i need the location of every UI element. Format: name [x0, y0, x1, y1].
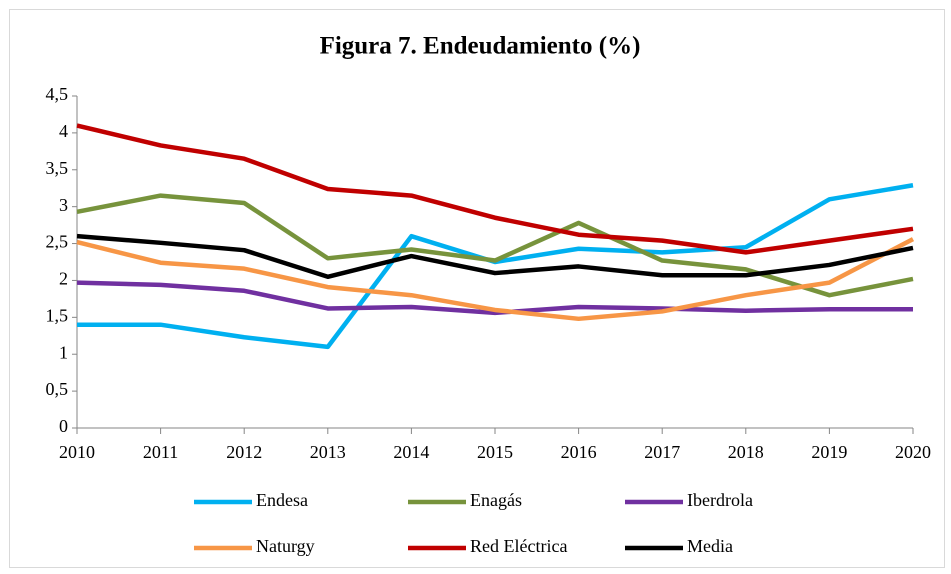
x-tick-label: 2010	[59, 442, 95, 462]
chart-title: Figura 7. Endeudamiento (%)	[320, 33, 641, 60]
legend-label: Iberdrola	[687, 490, 753, 510]
y-tick-label: 0,5	[46, 379, 69, 399]
x-tick-label: 2018	[728, 442, 764, 462]
x-tick-label: 2017	[644, 442, 680, 462]
y-tick-label: 2	[59, 269, 68, 289]
legend-label: Endesa	[256, 490, 308, 510]
x-tick-label: 2013	[310, 442, 346, 462]
x-tick-label: 2019	[811, 442, 847, 462]
x-tick-label: 2016	[561, 442, 597, 462]
series-line	[76, 237, 915, 322]
x-tick-label: 2011	[143, 442, 178, 462]
x-tick-label: 2014	[393, 442, 429, 462]
legend-label: Red Eléctrica	[470, 536, 567, 556]
series-line	[76, 123, 914, 255]
y-tick-label: 0	[59, 416, 68, 436]
y-tick-label: 4	[59, 121, 68, 141]
series-line	[76, 280, 913, 316]
x-tick-label: 2020	[895, 442, 931, 462]
y-tick-label: 2,5	[46, 232, 69, 252]
y-tick-label: 3	[59, 195, 68, 215]
y-tick-label: 1	[59, 342, 68, 362]
y-tick-label: 3,5	[46, 158, 69, 178]
y-tick-label: 4,5	[46, 84, 69, 104]
legend-label: Naturgy	[256, 536, 315, 556]
y-tick-label: 1,5	[46, 305, 69, 325]
x-tick-label: 2015	[477, 442, 513, 462]
x-tick-label: 2012	[226, 442, 262, 462]
legend-label: Enagás	[470, 490, 522, 510]
series-line	[76, 233, 914, 280]
legend-label: Media	[687, 536, 733, 556]
series-line	[76, 193, 914, 298]
